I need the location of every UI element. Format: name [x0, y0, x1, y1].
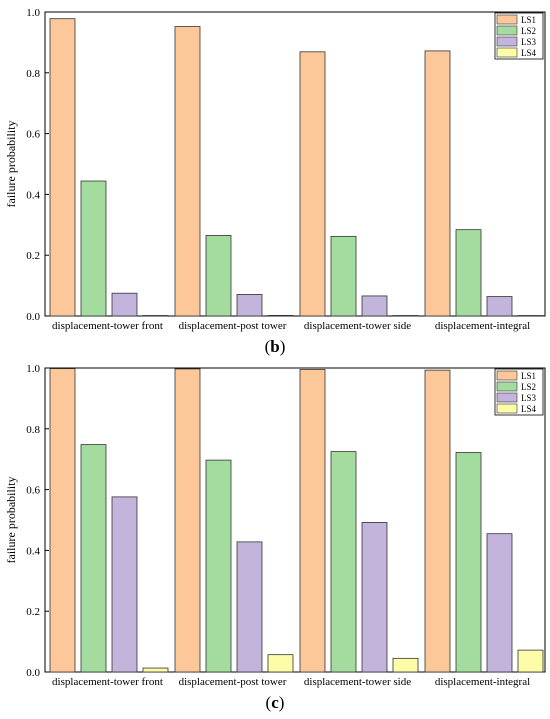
bar-ls2-4	[455, 452, 482, 673]
chart-panel-c: 0.0 0.2 0.4 0.6 0.8 1.0 failure probability dis…	[4, 363, 546, 712]
panel-label: (c)	[266, 693, 285, 712]
legend-label-ls2: LS2	[521, 26, 536, 36]
bar-ls3-1	[111, 496, 138, 673]
y-tick-label: 0.8	[26, 68, 40, 80]
x-tick-label: displacement-tower front	[52, 320, 163, 332]
legend-label-ls4: LS4	[521, 404, 537, 414]
y-tick-label: 0.0	[26, 311, 40, 323]
y-tick-label: 1.0	[26, 7, 40, 19]
bar-ls2-2	[205, 459, 232, 673]
bar-ls4-3	[392, 315, 419, 317]
bar-ls3-2	[236, 541, 263, 673]
x-tick-label: displacement-integral	[435, 676, 530, 688]
y-tick-label: 0.4	[26, 545, 40, 557]
y-tick-label: 1.0	[26, 363, 40, 375]
legend-swatch-ls3	[496, 36, 518, 47]
bar-ls1-3	[299, 369, 326, 673]
bar-ls3-4	[486, 533, 513, 673]
legend-label-ls1: LS1	[521, 371, 536, 381]
bar-ls4-4	[517, 649, 544, 673]
bar-ls2-3	[330, 451, 357, 673]
chart-panel-b: 0.0 0.2 0.4 0.6 0.8 1.0 failure probability dis…	[4, 7, 546, 356]
bar-ls3-2	[236, 294, 263, 317]
y-tick-label: 0.2	[26, 250, 40, 262]
x-tick-label: displacement-tower side	[304, 320, 411, 332]
plot-frame	[44, 367, 546, 673]
bar-ls4-1	[142, 667, 169, 673]
y-tick-label: 0.8	[26, 424, 40, 436]
legend-label-ls3: LS3	[521, 37, 537, 47]
bar-ls3-3	[361, 522, 388, 673]
bar-ls1-4	[424, 369, 451, 673]
y-tick-label: 0.4	[26, 189, 40, 201]
legend-label-ls1: LS1	[521, 15, 536, 25]
legend-swatch-ls4	[496, 403, 518, 414]
x-tick-label: displacement-tower front	[52, 676, 163, 688]
y-tick-label: 0.2	[26, 606, 40, 618]
bar-ls1-1	[49, 18, 76, 317]
bar-ls1-1	[49, 368, 76, 673]
x-tick-label: displacement-integral	[435, 320, 530, 332]
legend-swatch-ls4	[496, 47, 518, 58]
legend-swatch-ls2	[496, 381, 518, 392]
y-axis-label: failure probability	[4, 121, 18, 208]
bar-ls4-1	[142, 315, 169, 317]
bar-ls3-1	[111, 292, 138, 317]
bar-ls3-4	[486, 296, 513, 317]
y-axis-label: failure probability	[4, 477, 18, 564]
bar-ls2-3	[330, 235, 357, 317]
legend-swatch-ls1	[496, 14, 518, 25]
bar-ls2-2	[205, 235, 232, 317]
legend-swatch-ls1	[496, 370, 518, 381]
legend-label-ls3: LS3	[521, 393, 537, 403]
bar-ls1-2	[174, 368, 201, 673]
legend-swatch-ls3	[496, 392, 518, 403]
bar-ls1-4	[424, 50, 451, 317]
bar-ls1-3	[299, 51, 326, 317]
legend-swatch-ls2	[496, 25, 518, 36]
bar-ls2-4	[455, 229, 482, 317]
x-tick-label: displacement-tower side	[304, 676, 411, 688]
bar-ls4-2	[267, 654, 294, 673]
bar-ls2-1	[80, 180, 107, 317]
x-tick-label: displacement-post tower	[179, 320, 287, 332]
legend-label-ls4: LS4	[521, 48, 537, 58]
bar-ls2-1	[80, 444, 107, 673]
bar-ls4-2	[267, 314, 294, 317]
y-tick-label: 0.0	[26, 667, 40, 679]
y-tick-label: 0.6	[26, 129, 40, 141]
bar-ls4-3	[392, 657, 419, 673]
bar-ls4-4	[517, 315, 544, 317]
plot-frame	[44, 11, 546, 317]
y-tick-label: 0.6	[26, 485, 40, 497]
bar-ls1-2	[174, 26, 201, 317]
panel-label: (b)	[265, 337, 286, 356]
x-tick-label: displacement-post tower	[179, 676, 287, 688]
legend-label-ls2: LS2	[521, 382, 536, 392]
bar-ls3-3	[361, 295, 388, 317]
